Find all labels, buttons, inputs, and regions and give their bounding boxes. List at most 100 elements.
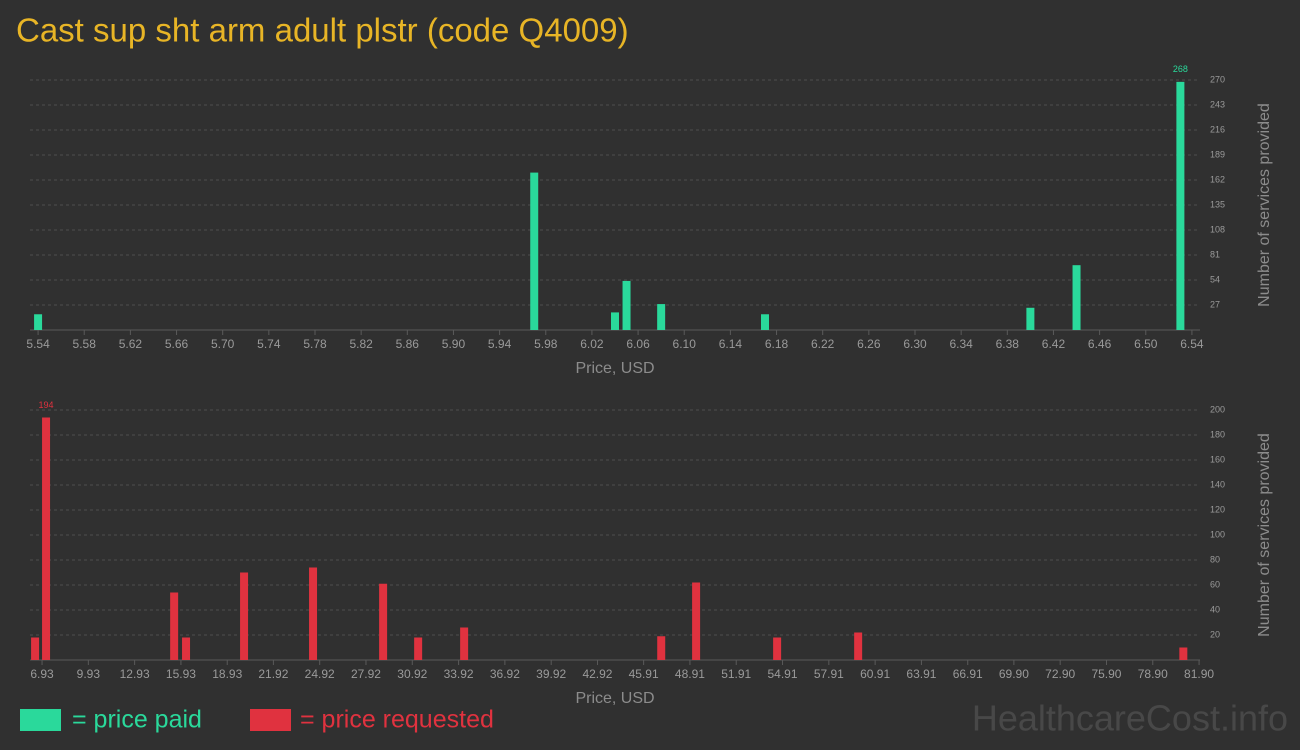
x-tick-label: 78.90: [1138, 667, 1168, 681]
y-tick-label: 54: [1210, 274, 1220, 284]
x-tick-label: 81.90: [1184, 667, 1214, 681]
y-tick-label: 140: [1210, 479, 1225, 489]
bar: [379, 583, 388, 660]
bar: [611, 312, 619, 330]
bar: [657, 636, 666, 660]
x-tick-label: 6.22: [811, 337, 835, 351]
x-tick-label: 5.66: [165, 337, 189, 351]
bar: [692, 582, 701, 660]
x-tick-label: 51.91: [721, 667, 751, 681]
x-tick-label: 6.18: [765, 337, 789, 351]
bar: [657, 304, 666, 330]
bar: [1072, 265, 1081, 330]
x-tick-label: 12.93: [120, 667, 150, 681]
bar: [42, 417, 51, 660]
bar: [761, 314, 769, 330]
bar: [460, 627, 469, 660]
y-tick-label: 189: [1210, 149, 1225, 159]
legend-label: = price paid: [72, 706, 202, 734]
x-tick-label: 69.90: [999, 667, 1029, 681]
y-tick-label: 200: [1210, 404, 1225, 414]
watermark: HealthcareCost.info: [972, 698, 1288, 739]
x-tick-label: 6.02: [580, 337, 604, 351]
value-label: 194: [39, 400, 54, 410]
x-tick-label: 48.91: [675, 667, 705, 681]
bar: [182, 637, 191, 660]
x-tick-label: 42.92: [582, 667, 612, 681]
x-tick-label: 6.34: [949, 337, 973, 351]
x-tick-label: 63.91: [906, 667, 936, 681]
x-tick-label: 30.92: [397, 667, 427, 681]
bar: [31, 637, 40, 660]
y-tick-label: 270: [1210, 74, 1225, 84]
y-axis-label: Number of services provided: [1256, 433, 1273, 637]
y-tick-label: 100: [1210, 529, 1225, 539]
x-tick-label: 45.91: [629, 667, 659, 681]
x-tick-label: 5.54: [26, 337, 50, 351]
x-axis-label: Price, USD: [575, 690, 654, 707]
x-tick-label: 75.90: [1091, 667, 1121, 681]
bar: [1176, 81, 1185, 330]
bar: [854, 632, 863, 660]
bar: [34, 314, 43, 330]
value-label: 268: [1173, 64, 1188, 74]
x-tick-label: 6.54: [1180, 337, 1204, 351]
y-tick-label: 80: [1210, 554, 1220, 564]
x-tick-label: 5.62: [119, 337, 143, 351]
bar: [773, 637, 782, 660]
bar: [309, 567, 318, 660]
bar: [170, 592, 179, 660]
x-tick-label: 5.82: [349, 337, 373, 351]
x-tick-label: 15.93: [166, 667, 196, 681]
x-tick-label: 57.91: [814, 667, 844, 681]
x-tick-label: 6.30: [903, 337, 927, 351]
x-tick-label: 5.78: [303, 337, 327, 351]
y-axis-label: Number of services provided: [1256, 103, 1273, 307]
x-tick-label: 6.14: [719, 337, 743, 351]
y-tick-label: 160: [1210, 454, 1225, 464]
y-tick-label: 216: [1210, 124, 1225, 134]
y-tick-label: 180: [1210, 429, 1225, 439]
x-tick-label: 5.58: [73, 337, 97, 351]
y-tick-label: 120: [1210, 504, 1225, 514]
x-tick-label: 6.42: [1042, 337, 1066, 351]
x-tick-label: 24.92: [305, 667, 335, 681]
x-tick-label: 5.90: [442, 337, 466, 351]
x-axis-label: Price, USD: [575, 360, 654, 377]
x-tick-label: 6.38: [996, 337, 1020, 351]
x-tick-label: 21.92: [258, 667, 288, 681]
bar: [622, 280, 631, 330]
x-tick-label: 36.92: [490, 667, 520, 681]
x-tick-label: 5.86: [396, 337, 420, 351]
y-tick-label: 27: [1210, 299, 1220, 309]
x-tick-label: 6.06: [626, 337, 650, 351]
bar: [414, 637, 423, 660]
x-tick-label: 9.93: [77, 667, 101, 681]
bar: [530, 172, 539, 330]
x-tick-label: 66.91: [953, 667, 983, 681]
y-tick-label: 81: [1210, 249, 1220, 259]
y-tick-label: 40: [1210, 604, 1220, 614]
x-tick-label: 33.92: [444, 667, 474, 681]
x-tick-label: 5.70: [211, 337, 235, 351]
x-tick-label: 6.46: [1088, 337, 1112, 351]
x-tick-label: 6.26: [857, 337, 881, 351]
x-tick-label: 5.74: [257, 337, 281, 351]
legend-swatch: [20, 709, 61, 731]
bar: [1026, 307, 1035, 330]
x-tick-label: 5.94: [488, 337, 512, 351]
x-tick-label: 5.98: [534, 337, 558, 351]
y-tick-label: 162: [1210, 174, 1225, 184]
x-tick-label: 6.10: [673, 337, 697, 351]
chart-title: Cast sup sht arm adult plstr (code Q4009…: [16, 12, 629, 49]
x-tick-label: 6.93: [30, 667, 54, 681]
legend-swatch: [250, 709, 291, 731]
x-tick-label: 27.92: [351, 667, 381, 681]
x-tick-label: 54.91: [768, 667, 798, 681]
y-tick-label: 108: [1210, 224, 1225, 234]
x-tick-label: 72.90: [1045, 667, 1075, 681]
bar: [1179, 647, 1188, 660]
legend-label: = price requested: [300, 706, 494, 734]
